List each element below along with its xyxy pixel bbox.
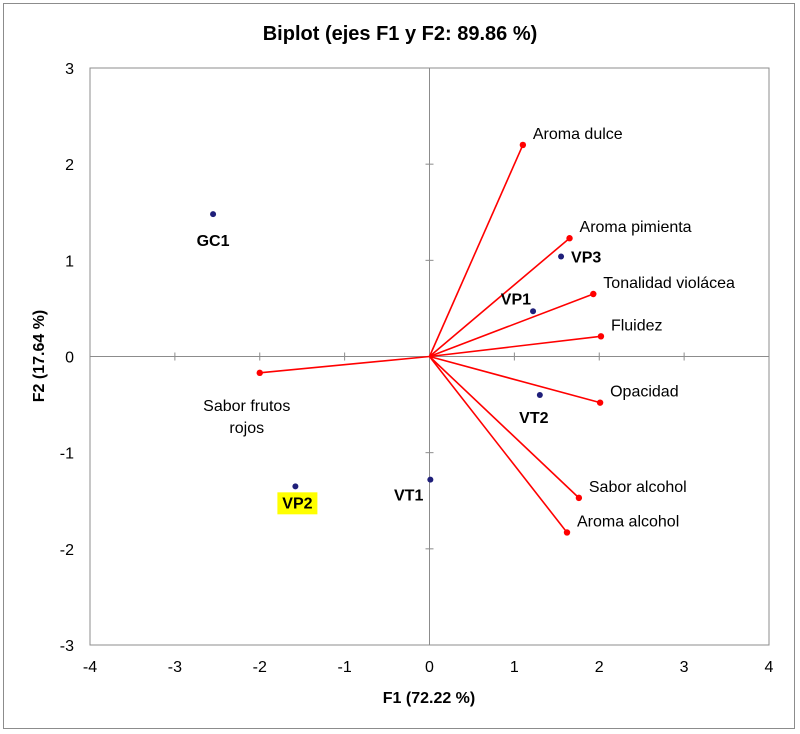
vector-label-sabor-frutos-rojos: Sabor frutos: [203, 398, 290, 415]
x-axis-title: F1 (72.22 %): [383, 690, 475, 707]
observation-label-vt2: VT2: [519, 410, 548, 427]
observation-label-vt1: VT1: [394, 488, 423, 505]
vector-tip-sabor-frutos-rojos: [256, 369, 263, 377]
vector-tip-fluidez: [597, 333, 605, 340]
x-tick-label: -4: [83, 659, 97, 676]
x-tick-label: 1: [510, 659, 519, 676]
y-tick-label: -2: [60, 542, 74, 559]
vector-label-opacidad: Opacidad: [610, 384, 679, 401]
vector-label-aroma-alcohol: Aroma alcohol: [577, 513, 679, 530]
x-tick-label: -1: [338, 659, 352, 676]
x-tick-label: -2: [253, 659, 267, 676]
x-tick-label: 3: [680, 659, 689, 676]
tick-labels: -4 -3 -2 -1 0 1 2 3 4 3 2 1 0 -1 -2 -3: [60, 61, 774, 676]
y-tick-label: -3: [60, 638, 74, 655]
y-tick-label: 3: [65, 61, 74, 78]
y-tick-label: 1: [65, 253, 74, 270]
vector-label-tonalidad-violacea: Tonalidad violácea: [603, 275, 735, 292]
vector-label-aroma-dulce: Aroma dulce: [533, 126, 623, 143]
y-tick-label: 2: [65, 157, 74, 174]
observation-points: GC1 VP3 VP1 VT2 VT1 VP2: [197, 211, 601, 515]
x-tick-label: 4: [765, 659, 774, 676]
observation-label-vp2: VP2: [282, 495, 312, 512]
vector-sabor-alcohol: [428, 355, 580, 499]
vector-label-sabor-alcohol: Sabor alcohol: [589, 479, 687, 496]
vector-tip-opacidad: [596, 399, 604, 406]
observation-label-gc1: GC1: [197, 233, 230, 250]
x-tick-label: 2: [595, 659, 604, 676]
vector-tip-aroma-alcohol: [563, 529, 571, 536]
highlight-vp2: [277, 492, 318, 515]
observation-label-vp1: VP1: [501, 291, 531, 308]
vector-tip-sabor-alcohol: [575, 494, 583, 502]
vector-sabor-frutos-rojos: [259, 355, 430, 374]
vector-tip-tonalidad-violacea: [590, 290, 597, 298]
vector-label-sabor-frutos-rojos: rojos: [229, 420, 264, 437]
observation-point-vt2: [536, 391, 543, 398]
vector-aroma-pimienta: [428, 237, 571, 358]
observation-point-gc1: [210, 211, 217, 218]
vector-aroma-alcohol: [428, 356, 568, 533]
y-tick-label: -1: [60, 446, 74, 463]
vector-tip-aroma-dulce: [519, 141, 527, 149]
variable-vectors: Aroma dulce Aroma pimienta Tonalidad violá…: [203, 126, 735, 536]
vector-tonalidad-violacea: [429, 293, 594, 358]
chart-title: Biplot (ejes F1 y F2: 89.86 %): [263, 23, 538, 45]
x-tick-label: 0: [425, 659, 434, 676]
observation-point-vt1: [427, 476, 434, 483]
vector-aroma-dulce: [428, 144, 524, 357]
observation-point-vp3: [558, 253, 565, 260]
vector-label-aroma-pimienta: Aroma pimienta: [580, 219, 692, 236]
observation-point-vp2: [292, 483, 299, 490]
observation-point-vp1: [530, 308, 537, 315]
chart-frame: [3, 3, 795, 729]
vector-opacidad: [429, 355, 601, 404]
y-tick-label: 0: [65, 350, 74, 367]
observation-label-vp3: VP3: [571, 249, 601, 266]
vector-fluidez: [429, 335, 602, 358]
y-axis-title: F2 (17.64 %): [31, 310, 48, 402]
vector-tip-aroma-pimienta: [566, 235, 573, 242]
x-tick-label: -3: [168, 659, 182, 676]
vector-label-fluidez: Fluidez: [611, 317, 663, 334]
